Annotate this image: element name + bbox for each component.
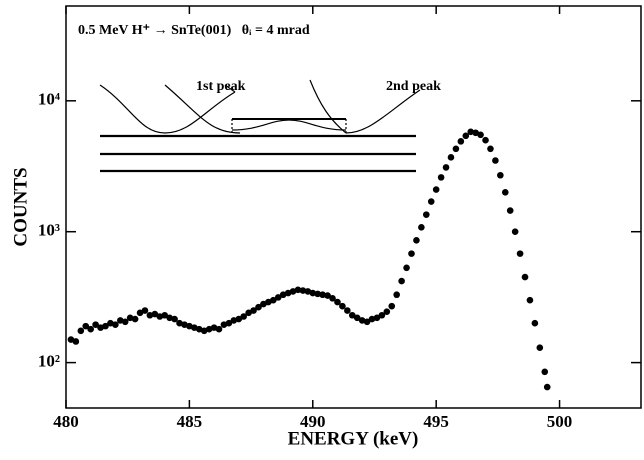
- data-point: [314, 290, 322, 298]
- data-point: [72, 338, 80, 345]
- data-point: [294, 286, 302, 294]
- data-point: [344, 307, 351, 314]
- data-point: [215, 325, 223, 333]
- x-tick-label: 490: [300, 412, 326, 431]
- data-point: [368, 315, 376, 323]
- data-point: [393, 291, 400, 299]
- data-point: [511, 228, 519, 236]
- data-point: [235, 315, 243, 323]
- data-point: [126, 314, 134, 322]
- data-point: [492, 157, 499, 164]
- data-point: [82, 322, 90, 330]
- data-point: [245, 309, 252, 317]
- data-point: [403, 264, 410, 272]
- data-point: [166, 314, 173, 322]
- data-point: [536, 344, 544, 351]
- annotation: 1st peak: [196, 79, 246, 94]
- data-point: [319, 291, 326, 299]
- data-point: [230, 317, 238, 324]
- data-point: [269, 296, 277, 304]
- data-point: [398, 277, 405, 285]
- data-point: [121, 318, 129, 326]
- data-point: [378, 311, 386, 319]
- data-point: [501, 189, 509, 196]
- data-point: [348, 311, 356, 319]
- data-point: [413, 236, 420, 244]
- data-point: [388, 302, 396, 310]
- x-axis-label: ENERGY (keV): [288, 428, 419, 449]
- data-point: [472, 129, 479, 137]
- data-point: [447, 154, 455, 161]
- data-point: [161, 311, 169, 319]
- data-point: [487, 145, 494, 153]
- data-point: [240, 313, 247, 320]
- data-point: [437, 174, 445, 181]
- data-point: [156, 313, 164, 320]
- data-point: [543, 383, 551, 391]
- data-point: [151, 310, 159, 318]
- data-point: [77, 327, 85, 335]
- data-point: [131, 315, 139, 323]
- x-tick-label: 480: [53, 412, 79, 431]
- data-point: [467, 128, 475, 136]
- y-tick-label: 10²: [38, 352, 60, 371]
- x-tick-label: 500: [547, 412, 573, 431]
- data-point: [363, 318, 371, 326]
- data-point: [339, 302, 346, 310]
- data-point: [482, 136, 489, 144]
- data-point: [102, 322, 109, 330]
- data-point: [87, 325, 94, 333]
- y-tick-label: 10³: [38, 221, 60, 240]
- y-tick-label: 10⁴: [38, 90, 60, 109]
- chart-title: 0.5 MeV H⁺ → SnTe(001) θᵢ = 4 mrad: [78, 23, 310, 38]
- plot-frame: [65, 5, 642, 409]
- data-point: [462, 132, 470, 140]
- data-point: [541, 368, 549, 376]
- data-point: [457, 138, 465, 145]
- data-point: [383, 308, 391, 315]
- data-point: [171, 315, 178, 323]
- data-point: [531, 319, 539, 327]
- data-point: [526, 296, 534, 304]
- data-point: [432, 186, 440, 193]
- data-point: [324, 292, 331, 299]
- data-point: [260, 300, 267, 308]
- data-point: [497, 171, 504, 179]
- data-point: [274, 294, 282, 301]
- data-point: [141, 307, 149, 314]
- data-point: [418, 224, 425, 231]
- data-point: [136, 309, 144, 317]
- data-point: [255, 303, 262, 311]
- data-point: [92, 321, 99, 328]
- data-point: [112, 321, 119, 328]
- inset-diagram: [99, 79, 421, 173]
- data-point: [329, 294, 336, 302]
- annotation: 2nd peak: [386, 79, 441, 94]
- data-point: [353, 314, 361, 322]
- data-point: [334, 298, 341, 306]
- data-point: [250, 307, 257, 314]
- x-tick-label: 495: [423, 412, 449, 431]
- data-point: [442, 164, 450, 171]
- data-point: [146, 311, 154, 319]
- x-tick-label: 485: [177, 412, 203, 431]
- data-point: [427, 198, 435, 205]
- data-point: [299, 287, 307, 294]
- data-point: [516, 250, 524, 257]
- data-point: [408, 250, 415, 257]
- y-axis-label: COUNTS: [10, 167, 31, 246]
- data-point: [373, 314, 381, 322]
- data-point: [225, 319, 233, 327]
- data-point: [506, 207, 514, 214]
- data-point: [521, 273, 529, 281]
- data-point: [423, 211, 430, 218]
- data-point: [309, 289, 317, 297]
- data-point: [477, 131, 484, 139]
- data-point: [452, 145, 460, 153]
